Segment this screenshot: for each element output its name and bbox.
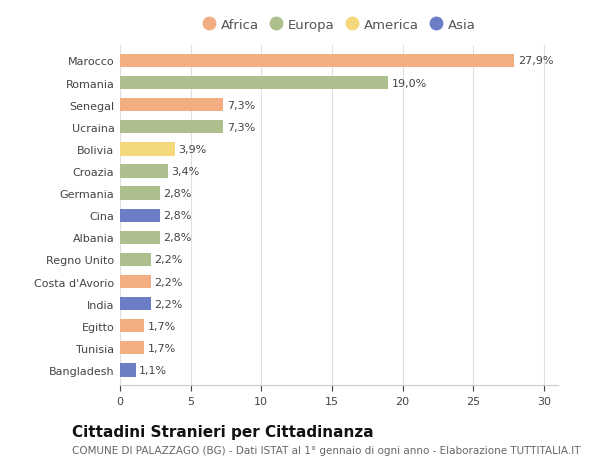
Text: 2,8%: 2,8%	[163, 233, 191, 243]
Text: 19,0%: 19,0%	[392, 78, 427, 89]
Text: 27,9%: 27,9%	[518, 56, 553, 67]
Bar	[120, 187, 160, 200]
Bar	[120, 121, 223, 134]
Text: 1,1%: 1,1%	[139, 365, 167, 375]
Text: 7,3%: 7,3%	[227, 123, 255, 133]
Text: 7,3%: 7,3%	[227, 101, 255, 111]
Bar	[120, 297, 151, 311]
Bar	[120, 364, 136, 377]
Bar	[120, 275, 151, 289]
Bar	[120, 209, 160, 222]
Bar	[120, 319, 144, 333]
Text: Cittadini Stranieri per Cittadinanza: Cittadini Stranieri per Cittadinanza	[72, 425, 374, 440]
Text: 1,7%: 1,7%	[148, 321, 176, 331]
Text: 2,2%: 2,2%	[155, 277, 183, 287]
Text: 2,2%: 2,2%	[155, 255, 183, 265]
Legend: Africa, Europa, America, Asia: Africa, Europa, America, Asia	[202, 18, 476, 32]
Text: 3,9%: 3,9%	[179, 145, 207, 155]
Text: 2,8%: 2,8%	[163, 189, 191, 199]
Bar	[120, 77, 388, 90]
Text: 2,8%: 2,8%	[163, 211, 191, 221]
Text: 2,2%: 2,2%	[155, 299, 183, 309]
Bar	[120, 165, 168, 178]
Bar	[120, 143, 175, 156]
Bar	[120, 341, 144, 355]
Text: COMUNE DI PALAZZAGO (BG) - Dati ISTAT al 1° gennaio di ogni anno - Elaborazione : COMUNE DI PALAZZAGO (BG) - Dati ISTAT al…	[72, 445, 581, 455]
Text: 3,4%: 3,4%	[172, 167, 200, 177]
Text: 1,7%: 1,7%	[148, 343, 176, 353]
Bar	[120, 55, 514, 68]
Bar	[120, 253, 151, 267]
Bar	[120, 231, 160, 244]
Bar	[120, 99, 223, 112]
